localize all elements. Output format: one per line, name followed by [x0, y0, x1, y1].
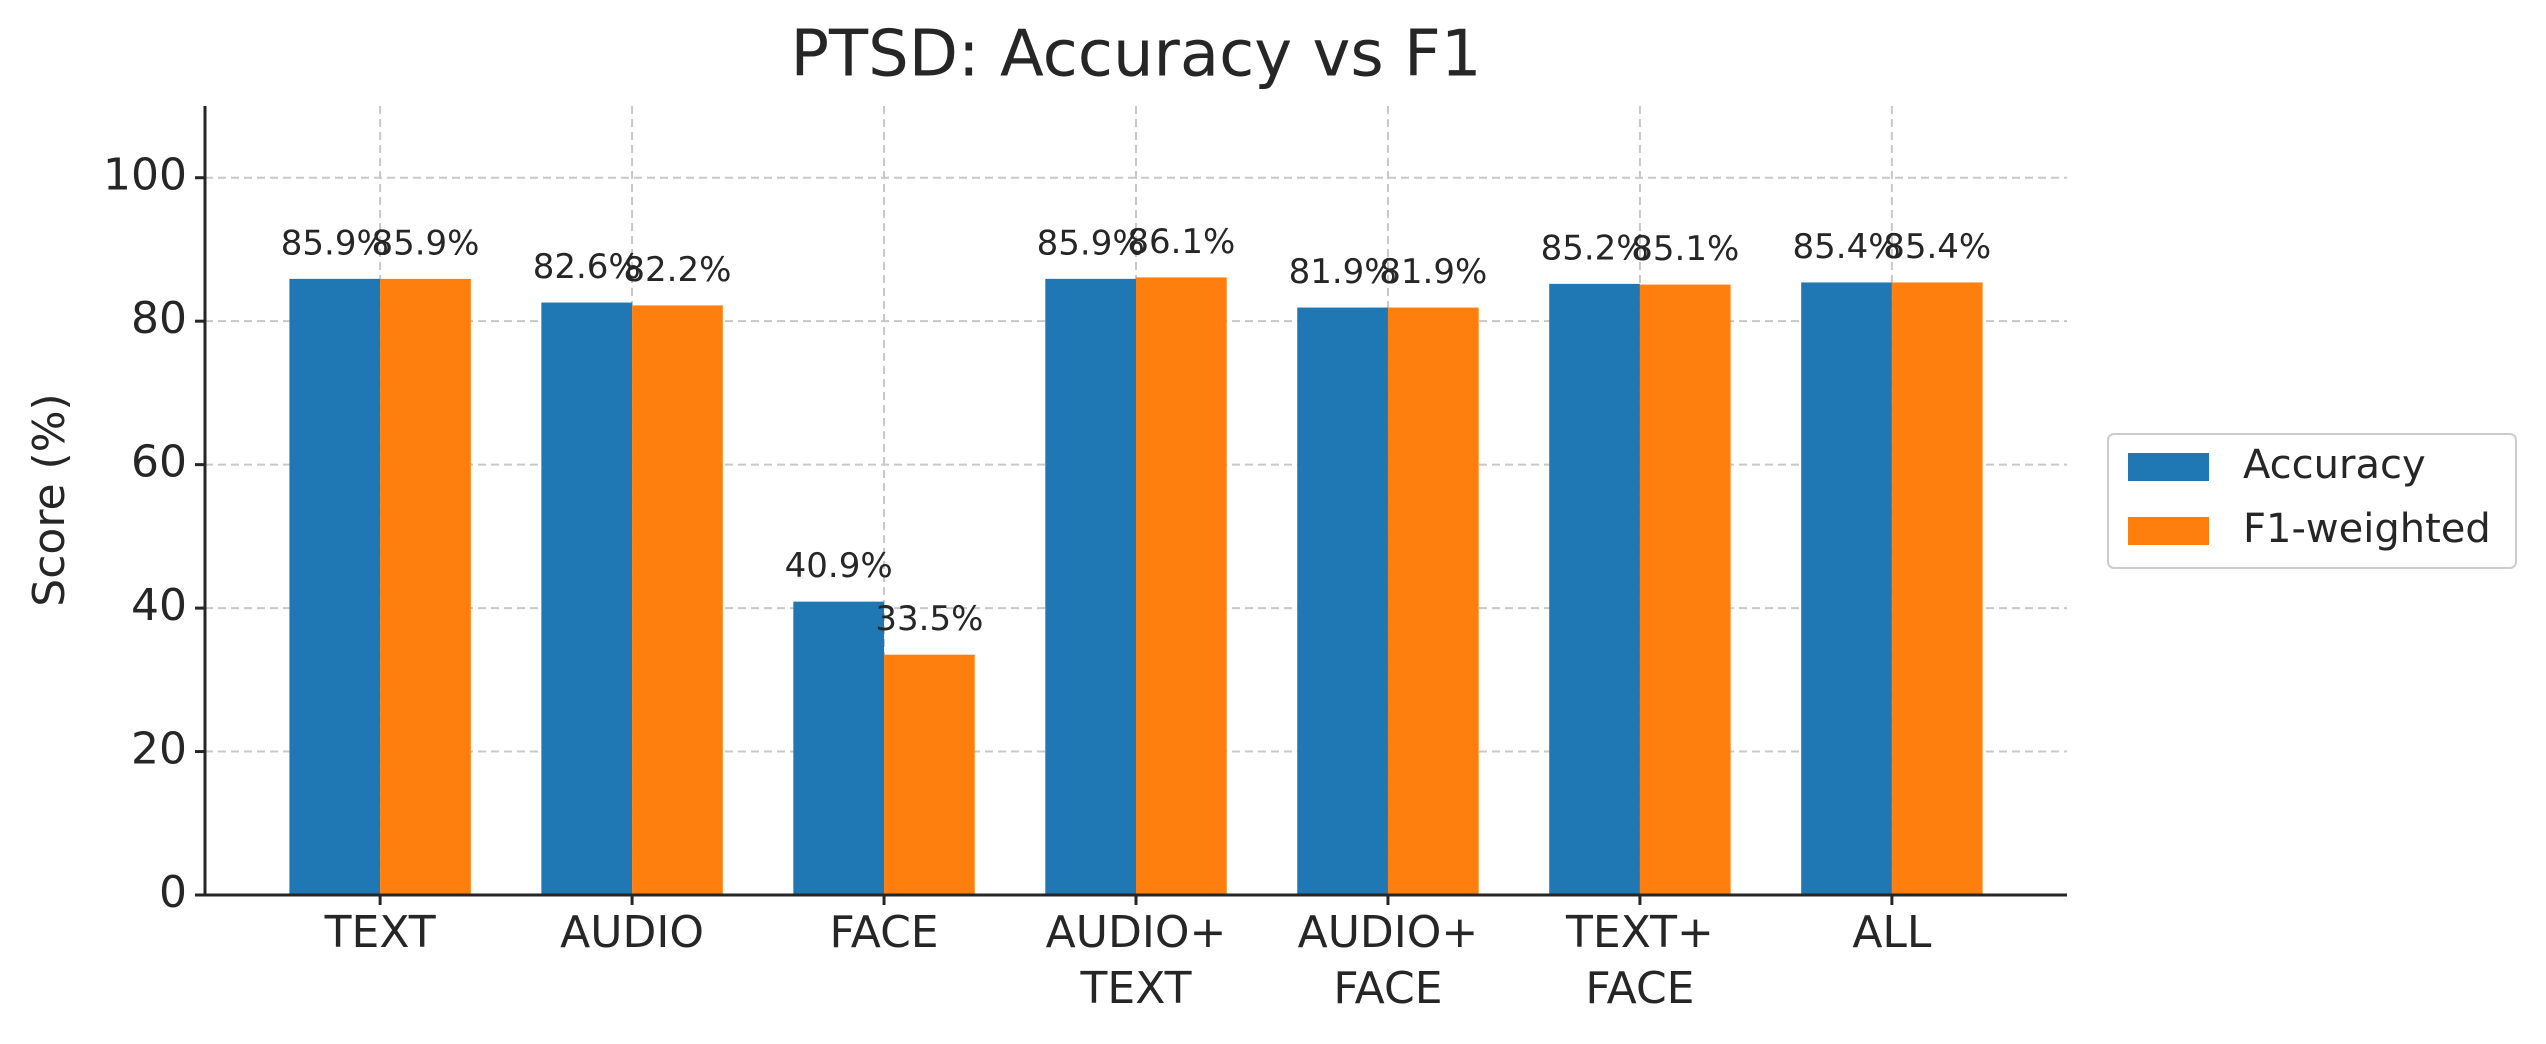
chart-title: PTSD: Accuracy vs F1 [790, 18, 1481, 92]
legend-label: F1-weighted [2243, 506, 2491, 552]
legend-box [2107, 433, 2517, 569]
bar [1297, 307, 1388, 895]
value-label: 81.9% [1379, 252, 1487, 292]
y-tick-label: 100 [103, 150, 187, 201]
y-tick-label: 40 [131, 580, 187, 631]
value-label: 33.5% [875, 599, 983, 639]
bar [1639, 284, 1731, 895]
x-tick-label: TEXT+ FACE [1565, 907, 1714, 1014]
bar [1801, 282, 1892, 895]
bar [1891, 282, 1983, 895]
bar [1045, 278, 1136, 895]
legend-label: Accuracy [2243, 442, 2426, 488]
bar [632, 305, 723, 895]
value-label: 85.1% [1631, 229, 1739, 269]
value-label: 40.9% [785, 546, 893, 586]
value-label: 85.9% [371, 223, 479, 263]
bar [1136, 277, 1227, 895]
value-label: 82.6% [533, 247, 641, 287]
x-tick-label: AUDIO [560, 907, 704, 958]
value-label: 82.2% [623, 250, 731, 290]
bar [541, 302, 633, 895]
x-tick-label: AUDIO+ FACE [1298, 907, 1479, 1014]
bar [1549, 283, 1640, 895]
bar [793, 601, 885, 895]
y-axis-label: Score (%) [24, 393, 75, 606]
bar [289, 278, 381, 895]
x-tick-label: TEXT [324, 907, 436, 958]
value-label: 85.4% [1793, 227, 1901, 267]
legend-swatch [2128, 517, 2209, 545]
x-tick-label: FACE [829, 907, 938, 958]
legend-swatch [2128, 453, 2209, 481]
bar [1387, 307, 1479, 895]
y-tick-label: 60 [131, 437, 187, 488]
y-tick-label: 80 [131, 293, 187, 344]
value-label: 85.2% [1541, 228, 1649, 268]
x-tick-label: ALL [1852, 907, 1932, 958]
bar [380, 278, 471, 895]
value-label: 86.1% [1127, 222, 1235, 262]
value-label: 85.4% [1883, 227, 1991, 267]
y-tick-label: 0 [159, 867, 187, 918]
bar [884, 654, 975, 895]
value-label: 81.9% [1289, 252, 1397, 292]
x-tick-label: AUDIO+ TEXT [1046, 907, 1227, 1014]
value-label: 85.9% [281, 223, 389, 263]
value-label: 85.9% [1037, 223, 1145, 263]
y-tick-label: 20 [131, 724, 187, 775]
